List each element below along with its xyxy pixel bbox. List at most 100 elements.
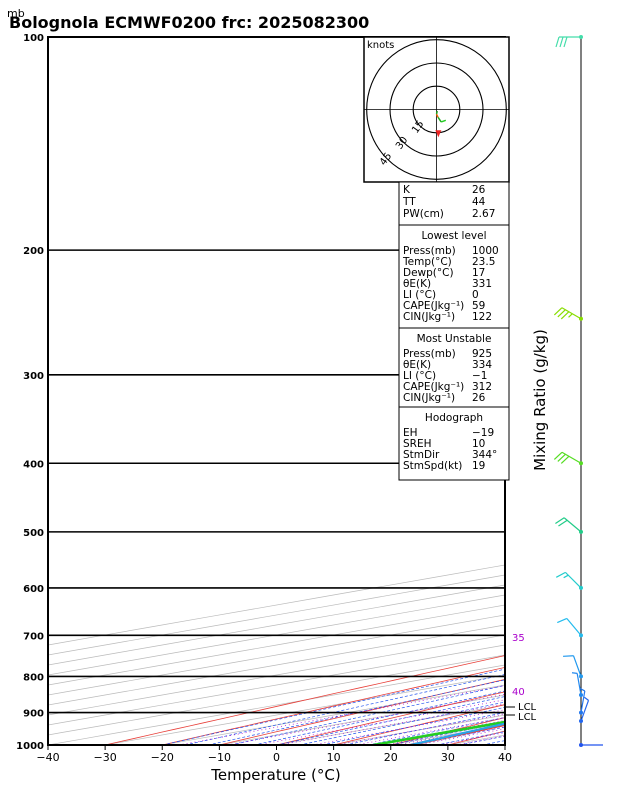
wind-barb-flag [563, 36, 568, 48]
index-label: θE(K) [403, 278, 431, 290]
index-label: SREH [403, 438, 432, 450]
temperature-tick-label: 10 [327, 751, 341, 764]
pressure-tick-label: 800 [23, 672, 44, 683]
wind-barb [580, 690, 586, 713]
mixing-ratio-line [279, 703, 505, 745]
wind-barb-flag [579, 688, 586, 692]
wind-barb-flag [563, 574, 569, 579]
index-label: PW(cm) [403, 208, 444, 220]
theta-label-35: 35 [512, 633, 525, 644]
wind-barb-flag [559, 36, 564, 48]
temperature-tick-label: −30 [94, 751, 117, 764]
index-box [398, 327, 510, 408]
index-label: Press(mb) [403, 348, 456, 360]
isotherm [48, 614, 505, 696]
index-header: Most Unstable [417, 333, 492, 345]
isotherm [48, 644, 505, 726]
pressure-tick-labels: 100 200 300 400 500 600 700 800 900 1000 [16, 33, 44, 752]
index-value: 10 [472, 438, 485, 450]
temperature-tick-label: 30 [441, 751, 455, 764]
temperature-tick-label: −20 [151, 751, 174, 764]
isotherm [48, 654, 505, 736]
hodograph-ring [389, 62, 484, 157]
wind-barb-flag [555, 571, 566, 578]
isotherm [162, 684, 505, 745]
index-value: 23.5 [472, 256, 495, 268]
index-value: 334 [472, 359, 492, 371]
wind-barb-flag [557, 309, 566, 318]
isotherm [48, 584, 505, 666]
theta-label-40: 40 [512, 687, 525, 698]
index-label: K [403, 184, 411, 196]
wind-barb-flag [563, 655, 574, 657]
temperature-tick-label: 0 [273, 751, 280, 764]
index-label: CAPE(Jkg⁻¹) [403, 300, 464, 312]
index-table: K 26 TT 44 PW(cm) 2.67 Lowest level Press(mb) 10… [398, 181, 510, 481]
index-label: Temp(°C) [402, 256, 452, 268]
index-value: 1000 [472, 245, 499, 257]
wind-barb-flag [557, 617, 568, 624]
index-label: StmDir [403, 449, 440, 461]
x-axis-label: Temperature (°C) [210, 766, 340, 784]
index-label: Dewp(°C) [403, 267, 454, 279]
index-label: θE(K) [403, 359, 431, 371]
wind-barb-flag [553, 307, 563, 316]
hodograph-unit-label: knots [367, 40, 394, 51]
index-value: 925 [472, 348, 492, 360]
wind-barb-flag [555, 36, 560, 48]
isotherm [105, 674, 505, 745]
temperature-tick-label: −10 [208, 751, 231, 764]
wind-barb [580, 700, 590, 722]
lcl-label-1: LCL [518, 702, 537, 713]
wind-profile [553, 35, 603, 747]
wind-barb-flag [568, 313, 573, 318]
dry-adiabat [162, 666, 505, 745]
wind-barb [565, 571, 582, 589]
wind-barb [572, 655, 582, 677]
index-label: CAPE(Jkg⁻¹) [403, 381, 464, 393]
index-value: −19 [472, 427, 494, 439]
index-label: StmSpd(kt) [403, 460, 462, 472]
mixing-ratio-line [371, 720, 505, 745]
wind-barb-flag [583, 696, 589, 701]
isotherm [48, 664, 505, 745]
background-lines [48, 37, 505, 745]
index-label: CIN(Jkg⁻¹) [403, 311, 455, 323]
storm-motion-marker [435, 130, 442, 138]
index-value: −1 [472, 370, 487, 382]
index-value: 0 [472, 289, 479, 301]
chart-title: Bolognola ECMWF0200 frc: 2025082300 [9, 13, 369, 32]
pressure-tick-label: 300 [23, 371, 44, 382]
index-value: 331 [472, 278, 492, 290]
hodograph-trace [435, 110, 439, 115]
wind-barb-flag [560, 311, 570, 320]
pressure-tick-label: 200 [23, 246, 44, 257]
temperature-tick-label: 20 [384, 751, 398, 764]
index-label: EH [403, 427, 418, 439]
index-label: TT [402, 196, 416, 208]
hodograph-trace [440, 119, 447, 123]
right-axis-label: Mixing Ratio (g/kg) [531, 329, 549, 471]
wind-barb-flag [558, 519, 568, 527]
pressure-tick-label: 500 [23, 528, 44, 539]
pressure-tick-label: 400 [23, 459, 44, 470]
wind-barb [563, 517, 582, 533]
index-value: 312 [472, 381, 492, 393]
isotherm [48, 634, 505, 716]
dry-adiabat [105, 655, 505, 745]
index-value: 26 [472, 392, 486, 404]
index-label: LI (°C) [403, 370, 436, 382]
moist-adiabat [207, 679, 505, 745]
mixing-ratio-line [227, 693, 505, 745]
temperature-tick-labels: −40 −30 −20 −10 0 10 20 30 40 [36, 745, 512, 764]
wind-barb [561, 451, 582, 464]
pressure-tick-label: 900 [23, 709, 44, 720]
lcl-label-2: LCL [518, 712, 537, 723]
hodograph-trace [435, 113, 439, 118]
pressure-tick-label: 1000 [16, 741, 44, 752]
index-value: 2.67 [472, 208, 495, 220]
mixing-ratio-line [455, 735, 505, 745]
pressure-tick-label: 600 [23, 584, 44, 595]
